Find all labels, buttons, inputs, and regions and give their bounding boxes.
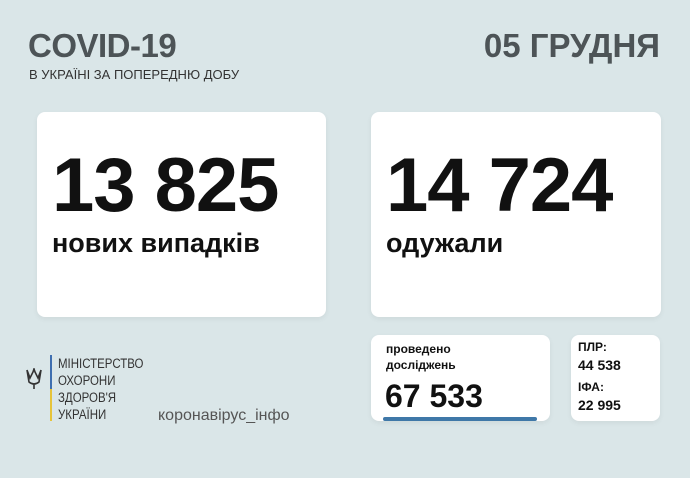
ifa-value: 22 995 bbox=[578, 397, 621, 413]
page-subtitle: В УКРАЇНІ ЗА ПОПЕРЕДНЮ ДОБУ bbox=[29, 67, 240, 82]
ministry-line: ЗДОРОВ'Я bbox=[58, 390, 117, 405]
tests-label-2: досліджень bbox=[386, 358, 456, 372]
page-title: COVID-19 bbox=[28, 27, 177, 64]
website-link[interactable]: коронавірус_інфо bbox=[158, 407, 290, 424]
ifa-label: ІФА: bbox=[578, 380, 604, 394]
ministry-line-yellow bbox=[50, 389, 52, 421]
trident-icon bbox=[26, 366, 42, 390]
new-cases-card: 13 825 нових випадків bbox=[37, 112, 326, 317]
ministry-logo-text: МІНІСТЕРСТВО ОХОРОНИ ЗДОРОВ'Я УКРАЇНИ bbox=[58, 355, 143, 423]
ministry-line: УКРАЇНИ bbox=[58, 407, 107, 422]
new-cases-label: нових випадків bbox=[52, 228, 260, 258]
tests-value: 67 533 bbox=[385, 378, 483, 414]
tests-accent-bar bbox=[383, 417, 537, 421]
recovered-label: одужали bbox=[386, 228, 504, 258]
pcr-value: 44 538 bbox=[578, 357, 621, 373]
report-date: 05 ГРУДНЯ bbox=[483, 27, 660, 64]
ministry-line-blue bbox=[50, 355, 52, 389]
new-cases-value: 13 825 bbox=[52, 143, 279, 228]
recovered-value: 14 724 bbox=[386, 143, 613, 228]
test-breakdown-card: ПЛР: 44 538 ІФА: 22 995 bbox=[571, 335, 660, 421]
ministry-line: МІНІСТЕРСТВО bbox=[58, 356, 144, 371]
ministry-line: ОХОРОНИ bbox=[58, 373, 116, 388]
tests-card: проведено досліджень 67 533 bbox=[371, 335, 550, 421]
tests-label-1: проведено bbox=[386, 342, 451, 356]
recovered-card: 14 724 одужали bbox=[371, 112, 661, 317]
pcr-label: ПЛР: bbox=[578, 340, 607, 354]
